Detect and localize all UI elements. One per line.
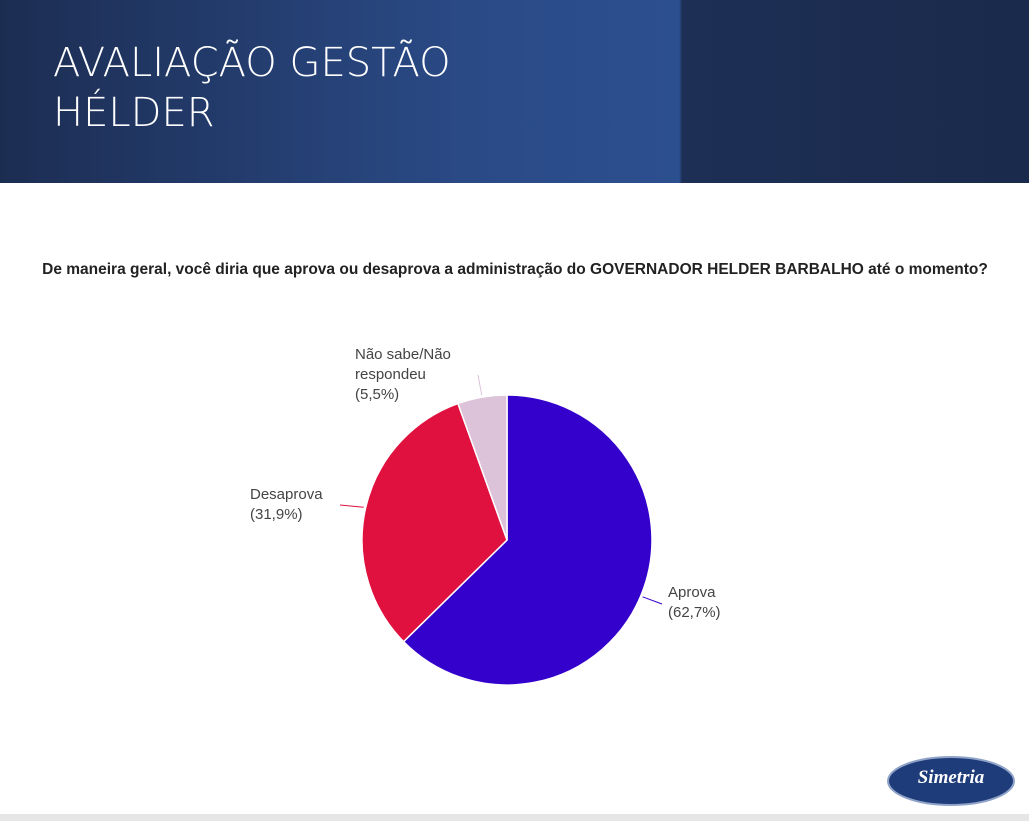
- header-band: [0, 0, 1029, 183]
- slice-value-label: (5,5%): [355, 386, 400, 403]
- slice-value-label: (31,9%): [250, 506, 303, 523]
- logo: Simetria: [887, 756, 1015, 806]
- leader-line: [339, 504, 364, 508]
- leader-line: [477, 374, 483, 396]
- slice-value-label: (62,7%): [668, 604, 721, 621]
- logo-text: Simetria: [918, 767, 985, 788]
- pie-slice: [456, 394, 508, 541]
- logo-shape: [887, 756, 1015, 806]
- slice-category: Não sabe/Não respondeu: [355, 346, 451, 383]
- slice-label: Não sabe/Não respondeu (5,5%): [355, 345, 475, 405]
- pie-slice: [361, 402, 508, 643]
- slice-category: Aprova: [668, 584, 716, 601]
- leader-line: [642, 596, 663, 605]
- footer-line: [0, 814, 1029, 821]
- pie-slice: [402, 394, 653, 686]
- slide-title: AVALIAÇÃO GESTÃO HÉLDER: [53, 40, 451, 136]
- slice-label: Aprova (62,7%): [668, 583, 788, 623]
- slice-category: Desaprova: [250, 486, 323, 503]
- chart-title: De maneira geral, você diria que aprova …: [42, 261, 988, 278]
- slice-label: Desaprova (31,9%): [250, 485, 370, 525]
